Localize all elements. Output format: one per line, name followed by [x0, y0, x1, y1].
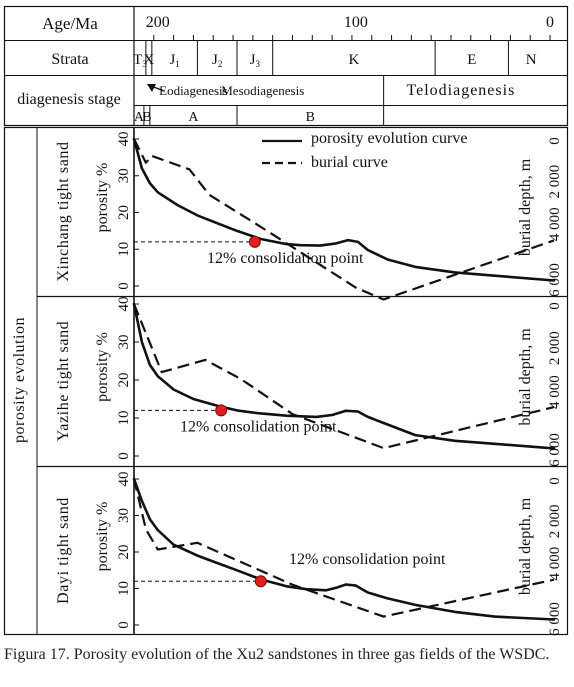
depth-tick-label: 4 000 [547, 375, 563, 409]
age-tick-label: 200 [146, 14, 170, 31]
porosity-tick-label: 20 [116, 373, 132, 388]
age-label: Age/Ma [42, 14, 98, 33]
strata-label-e: E [467, 52, 476, 68]
strata-label-x: X [143, 52, 154, 68]
substage-label: B [306, 110, 315, 125]
depth-tick-label: 0 [547, 477, 563, 485]
porosity-evolution-curve [132, 137, 556, 282]
porosity-evolution-figure: Age/Ma Strata diagenesis stage 200 100 0 T… [3, 5, 569, 636]
porosity-tick-label: 40 [116, 472, 132, 487]
porosity-tick-label: 20 [116, 205, 132, 220]
porosity-tick-label: 0 [116, 452, 132, 460]
panel-3: Dayi tight sand porosity % burial depth, m… [37, 465, 568, 636]
consolidation-point-label: 12% consolidation point [180, 418, 337, 435]
legend: porosity evolution curve burial curve [262, 130, 467, 171]
porosity-axis-label: porosity % [94, 502, 111, 572]
depth-tick-label: 4 000 [547, 547, 563, 581]
legend-porosity-label: porosity evolution curve [311, 130, 467, 147]
age-tick-label: 0 [546, 14, 554, 31]
porosity-tick-label: 40 [116, 297, 132, 312]
plot-frame [3, 126, 569, 636]
porosity-evolution-curve [132, 477, 556, 621]
side-label: porosity evolution [11, 317, 28, 443]
porosity-tick-label: 30 [116, 335, 132, 350]
substage-label: A [188, 110, 199, 125]
stage-label-telodiagenesis: Telodiagenesis [406, 82, 515, 99]
porosity-tick-label: 30 [116, 168, 132, 183]
consolidation-point-marker [215, 404, 228, 417]
burial-curve [132, 303, 555, 450]
stage-label-eodiagenesis: Eodiagenesis [159, 83, 228, 98]
depth-tick-label: 2 000 [547, 165, 563, 199]
porosity-evolution-curve [132, 302, 556, 450]
panel-2: Yazihe tight sand porosity % burial depth,… [37, 295, 568, 467]
strata-label-n: N [526, 52, 537, 68]
figure-caption: Figura 17. Porosity evolution of the Xu2… [4, 646, 550, 663]
stage-label-mesodiagenesis: Mesodiagenesis [221, 83, 304, 98]
eodiagenesis-arrow-head [147, 84, 156, 92]
substage-label: A [134, 110, 145, 125]
consolidation-point-marker [248, 235, 261, 248]
burial-curve [132, 478, 555, 618]
field-label: Xinchang tight sand [55, 141, 72, 281]
legend-burial-label: burial curve [311, 154, 388, 171]
porosity-tick-label: 40 [116, 132, 132, 147]
field-label: Dayi tight sand [55, 497, 72, 604]
porosity-tick-label: 0 [116, 621, 132, 629]
porosity-tick-label: 30 [116, 508, 132, 523]
porosity-tick-label: 10 [116, 411, 132, 426]
porosity-tick-label: 0 [116, 282, 132, 290]
strata-label-j1: J1 [169, 52, 179, 69]
header-frame [3, 5, 569, 127]
depth-tick-label: 2 000 [547, 331, 563, 365]
porosity-axis-label: porosity % [94, 332, 111, 402]
strata-label-j3: J3 [250, 52, 261, 69]
age-tick-label: 100 [344, 14, 368, 31]
consolidation-point-label: 12% consolidation point [289, 551, 446, 568]
depth-tick-label: 0 [547, 137, 563, 145]
porosity-tick-label: 10 [116, 581, 132, 596]
strata-label: Strata [51, 51, 88, 68]
porosity-tick-label: 10 [116, 242, 132, 257]
depth-axis-label: burial depth, m [517, 497, 534, 595]
panel-1: Xinchang tight sand porosity % burial dept… [55, 127, 563, 301]
burial-curve [133, 138, 555, 301]
depth-tick-label: 0 [547, 302, 563, 310]
field-label: Yazihe tight sand [55, 321, 72, 442]
depth-tick-label: 2 000 [547, 504, 563, 538]
consolidation-point-marker [254, 575, 267, 588]
porosity-axis-label: porosity % [94, 163, 111, 233]
consolidation-point-label: 12% consolidation point [207, 250, 364, 267]
strata-label-k: K [348, 52, 359, 68]
depth-axis-label: burial depth, m [517, 158, 534, 256]
depth-tick-label: 4 000 [547, 207, 563, 241]
diagenesis-stage-label: diagenesis stage [17, 91, 121, 108]
porosity-tick-label: 20 [116, 545, 132, 560]
strata-label-j2: J2 [212, 52, 222, 69]
depth-tick-label: 6 000 [547, 433, 563, 467]
substage-label: B [142, 110, 151, 125]
depth-axis-label: burial depth, m [517, 328, 534, 426]
